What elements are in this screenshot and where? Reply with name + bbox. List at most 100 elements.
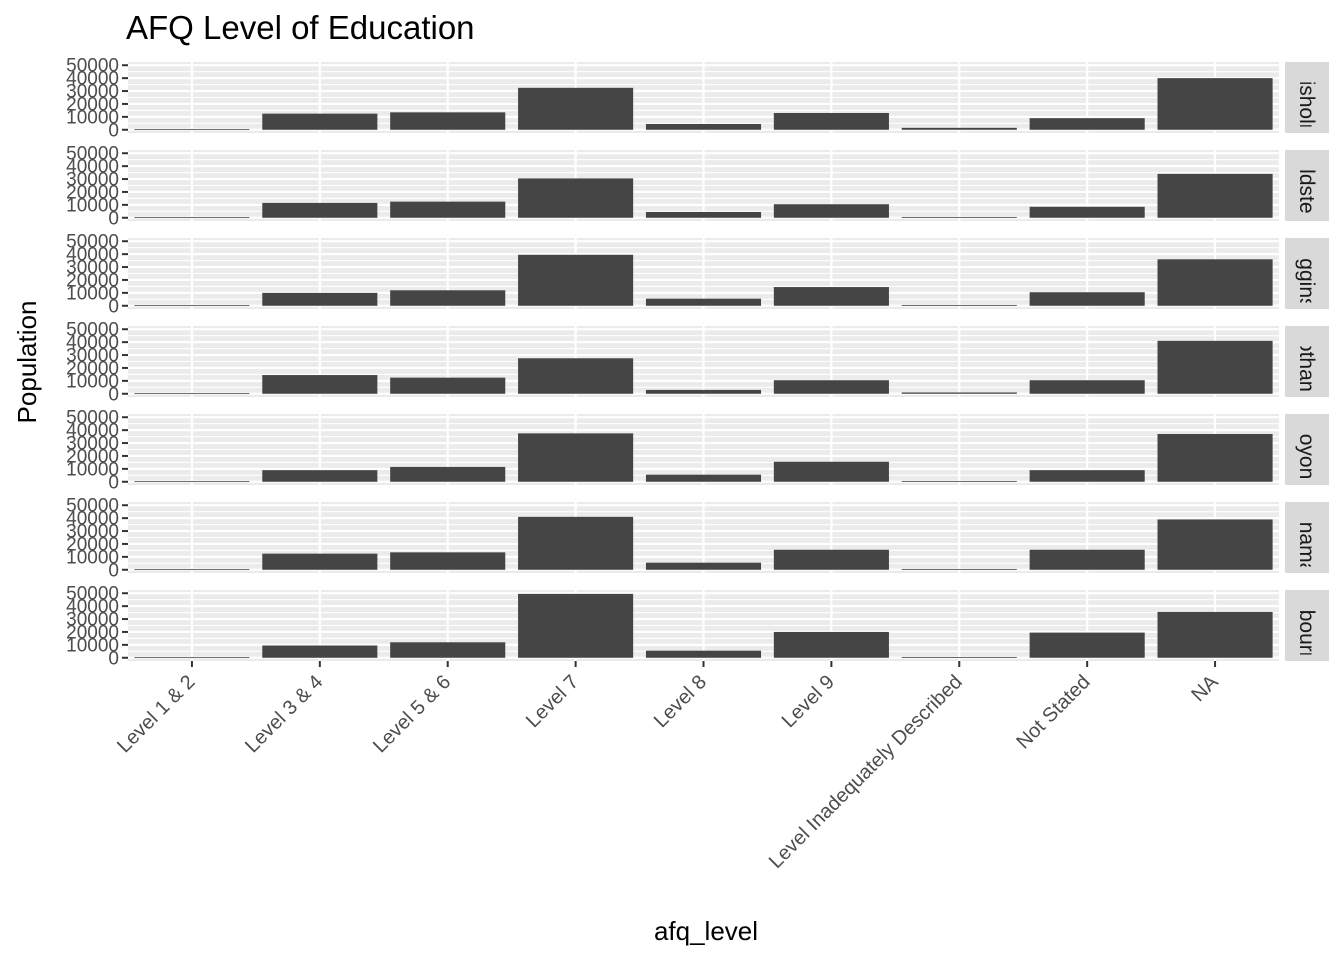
bar [773, 380, 889, 394]
bar [518, 254, 634, 306]
y-tick-label: 10000 [66, 107, 119, 128]
bar [773, 461, 889, 482]
bar [773, 287, 889, 306]
y-tick-label: 30000 [66, 346, 119, 367]
y-tick-label: 10000 [66, 195, 119, 216]
bar [518, 87, 634, 130]
bar [518, 593, 634, 658]
bar [1029, 206, 1145, 218]
facet-strip [1285, 326, 1329, 397]
bar [390, 201, 506, 218]
facet-strip [1285, 590, 1329, 661]
bar [390, 642, 506, 658]
facet-strip-label: Hotham [1295, 325, 1318, 399]
bar [518, 358, 634, 394]
x-tick-label: Level 5 & 6 [369, 671, 455, 757]
bar [1157, 78, 1273, 130]
y-tick-label: 0 [108, 472, 119, 493]
y-tick-label: 0 [108, 208, 119, 229]
x-axis-title: afq_level [654, 916, 758, 946]
bar [1029, 292, 1145, 306]
x-tick-label: Level 3 & 4 [241, 671, 327, 757]
bar [773, 549, 889, 570]
y-tick-label: 20000 [66, 534, 119, 555]
facet-strip-label: Higgins [1295, 238, 1318, 308]
bar [773, 631, 889, 658]
bar [645, 298, 762, 306]
y-tick-label: 10000 [66, 635, 119, 656]
x-tick-label: Level 8 [650, 671, 711, 732]
facet-strip [1285, 238, 1329, 309]
bar [390, 466, 506, 482]
y-tick-label: 40000 [66, 245, 119, 266]
y-tick-label: 50000 [66, 320, 119, 341]
bar [645, 211, 762, 218]
bar [901, 392, 1017, 394]
bar [773, 112, 889, 130]
bar [518, 516, 634, 570]
bar [262, 553, 378, 570]
y-tick-label: 40000 [66, 421, 119, 442]
bar [1157, 519, 1273, 570]
y-tick-label: 20000 [66, 182, 119, 203]
y-tick-label: 50000 [66, 232, 119, 253]
y-tick-label: 50000 [66, 496, 119, 517]
y-tick-label: 20000 [66, 94, 119, 115]
y-tick-label: 20000 [66, 622, 119, 643]
bar [645, 389, 762, 394]
y-tick-label: 20000 [66, 358, 119, 379]
bar [134, 217, 250, 219]
bar [262, 645, 378, 658]
facet-strip-label: Chisholm [1295, 54, 1318, 142]
y-tick-label: 50000 [66, 408, 119, 429]
bar [134, 569, 250, 571]
x-tick-label: Level 7 [522, 671, 583, 732]
bar [390, 377, 506, 394]
bar [134, 129, 250, 131]
bar [901, 481, 1017, 482]
bar [1029, 632, 1145, 658]
y-tick-label: 0 [108, 296, 119, 317]
y-tick-label: 30000 [66, 258, 119, 279]
bar [645, 562, 762, 570]
bar [390, 552, 506, 570]
y-tick-label: 40000 [66, 333, 119, 354]
bar [134, 657, 250, 659]
y-tick-label: 40000 [66, 597, 119, 618]
y-tick-label: 30000 [66, 522, 119, 543]
facet-strip-label: Kooyong [1295, 408, 1318, 491]
bar [773, 204, 889, 218]
y-tick-label: 30000 [66, 170, 119, 191]
y-tick-label: 20000 [66, 446, 119, 467]
bar [645, 650, 762, 658]
x-tick-label: Level 9 [778, 671, 839, 732]
bar [262, 292, 378, 306]
y-tick-label: 10000 [66, 371, 119, 392]
y-tick-label: 0 [108, 560, 119, 581]
bar [645, 474, 762, 482]
x-tick-label: Not Stated [1012, 671, 1094, 753]
bar [901, 305, 1017, 306]
y-tick-label: 50000 [66, 144, 119, 165]
y-tick-label: 40000 [66, 157, 119, 178]
bar [262, 375, 378, 394]
y-tick-label: 10000 [66, 547, 119, 568]
facet-strip [1285, 62, 1329, 133]
y-tick-label: 30000 [66, 434, 119, 455]
bar [1157, 259, 1273, 306]
y-tick-label: 10000 [66, 459, 119, 480]
y-axis-title: Population [12, 301, 42, 424]
chart-title: AFQ Level of Education [126, 9, 475, 46]
x-tick-label: NA [1187, 671, 1223, 707]
bar [1157, 611, 1273, 658]
bar [1157, 434, 1273, 482]
bar [390, 290, 506, 306]
y-tick-label: 0 [108, 120, 119, 141]
